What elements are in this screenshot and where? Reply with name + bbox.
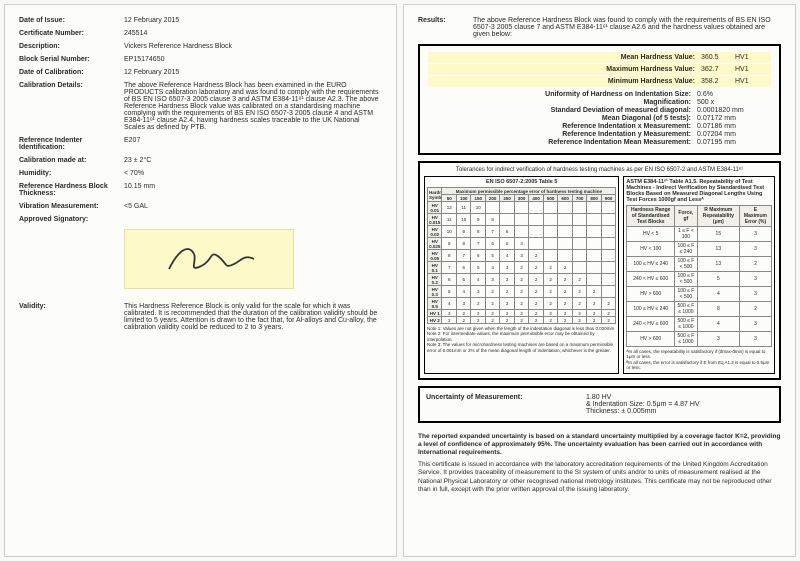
field-row: Block Serial Number:EP15174650 <box>19 56 382 63</box>
field-label: Vibration Measurement: <box>19 203 124 210</box>
field-value: 245514 <box>124 30 382 37</box>
field-row: Vibration Measurement:<5 GAL <box>19 203 382 210</box>
footer-plain: This certificate is issued in accordance… <box>418 461 781 495</box>
results-label: Results: <box>418 17 473 38</box>
field-label: Block Serial Number: <box>19 56 124 63</box>
field-value: E207 <box>124 137 382 151</box>
footer: The reported expanded uncertainty is bas… <box>418 433 781 495</box>
uncertainty-box: Uncertainty of Measurement: 1.80 HV & In… <box>418 386 781 423</box>
field-label: Humidity: <box>19 170 124 177</box>
certificate-page-left: Date of Issue:12 February 2015Certificat… <box>4 4 397 557</box>
field-row: Date of Calibration:12 February 2015 <box>19 69 382 76</box>
uncertainty-values: 1.80 HV & Indentation Size: 0.5μm = 4.87… <box>586 394 700 415</box>
highlight-row: Minimum Hardness Value:358.2HV1 <box>428 76 771 87</box>
astm-note-1: ᴬIn all cases, the repeatability is sati… <box>626 349 772 360</box>
field-value: The above Reference Hardness Block has b… <box>124 82 382 131</box>
result-row: Reference Indentation x Measurement:0.07… <box>428 123 771 130</box>
uncertainty-label: Uncertainty of Measurement: <box>426 394 586 415</box>
field-label: Calibration made at: <box>19 157 124 164</box>
field-row: Date of Issue:12 February 2015 <box>19 17 382 24</box>
validity-label: Validity: <box>19 303 124 331</box>
field-label: Calibration Details: <box>19 82 124 131</box>
field-label: Approved Signatory: <box>19 216 124 223</box>
result-row: Mean Diagonal (of 5 tests):0.07172 mm <box>428 115 771 122</box>
field-value: 12 February 2015 <box>124 69 382 76</box>
field-row: Description:Vickers Reference Hardness B… <box>19 43 382 50</box>
result-row: Magnification:500 x <box>428 99 771 106</box>
results-box: Mean Hardness Value:360.5HV1Maximum Hard… <box>418 44 781 155</box>
unc-val-1: 1.80 HV <box>586 394 700 401</box>
highlight-row: Maximum Hardness Value:362.7HV1 <box>428 64 771 75</box>
field-row: Reference Indenter Identification:E207 <box>19 137 382 151</box>
field-value: <5 GAL <box>124 203 382 210</box>
result-row: Uniformity of Hardness on Indentation Si… <box>428 91 771 98</box>
field-value: 10.15 mm <box>124 183 382 197</box>
field-label: Certificate Number: <box>19 30 124 37</box>
tolerance-box: Tolerances for indirect verification of … <box>418 161 781 380</box>
unc-val-2: & Indentation Size: 0.5μm = 4.87 HV <box>586 401 700 408</box>
note-3: Note 3: The values for microhardness tes… <box>427 342 616 353</box>
field-value: Vickers Reference Hardness Block <box>124 43 382 50</box>
field-row: Certificate Number:245514 <box>19 30 382 37</box>
tol-left-table: EN ISO 6507-2:2005 Table 5 Hardness Symb… <box>424 176 619 374</box>
field-label: Reference Hardness Block Thickness: <box>19 183 124 197</box>
signature-icon <box>159 239 259 279</box>
iso-table-title: EN ISO 6507-2:2005 Table 5 <box>427 179 616 185</box>
footer-bold: The reported expanded uncertainty is bas… <box>418 433 781 458</box>
field-label: Date of Issue: <box>19 17 124 24</box>
field-row: Reference Hardness Block Thickness:10.15… <box>19 183 382 197</box>
field-row: Calibration made at:23 ± 2°C <box>19 157 382 164</box>
field-row: Approved Signatory: <box>19 216 382 223</box>
signature-box <box>124 229 294 289</box>
field-label: Reference Indenter Identification: <box>19 137 124 151</box>
unc-val-3: Thickness: ± 0.005mm <box>586 408 700 415</box>
field-row: Calibration Details:The above Reference … <box>19 82 382 131</box>
result-row: Standard Deviation of measured diagonal:… <box>428 107 771 114</box>
highlight-row: Mean Hardness Value:360.5HV1 <box>428 52 771 63</box>
result-row: Reference Indentation y Measurement:0.07… <box>428 131 771 138</box>
field-row: Humidity:< 70% <box>19 170 382 177</box>
field-value: < 70% <box>124 170 382 177</box>
tol-right-table: ASTM E384-11ᵉ¹ Table A1.5. Repeatability… <box>623 176 775 374</box>
certificate-page-right: Results: The above Reference Hardness Bl… <box>403 4 796 557</box>
field-value <box>124 216 382 223</box>
field-label: Description: <box>19 43 124 50</box>
field-label: Date of Calibration: <box>19 69 124 76</box>
tolerance-title: Tolerances for indirect verification of … <box>424 167 775 173</box>
field-value: 12 February 2015 <box>124 17 382 24</box>
astm-table-title: ASTM E384-11ᵉ¹ Table A1.5. Repeatability… <box>626 179 772 203</box>
field-value: 23 ± 2°C <box>124 157 382 164</box>
validity-text: This Hardness Reference Block is only va… <box>124 303 382 331</box>
results-intro: The above Reference Hardness Block was f… <box>473 17 781 38</box>
note-2: Note 2: For intermediate values, the max… <box>427 331 616 342</box>
field-value: EP15174650 <box>124 56 382 63</box>
result-row: Reference Indentation Mean Measurement:0… <box>428 139 771 146</box>
astm-note-2: ᴮIn all cases, the error is satisfactory… <box>626 360 772 371</box>
